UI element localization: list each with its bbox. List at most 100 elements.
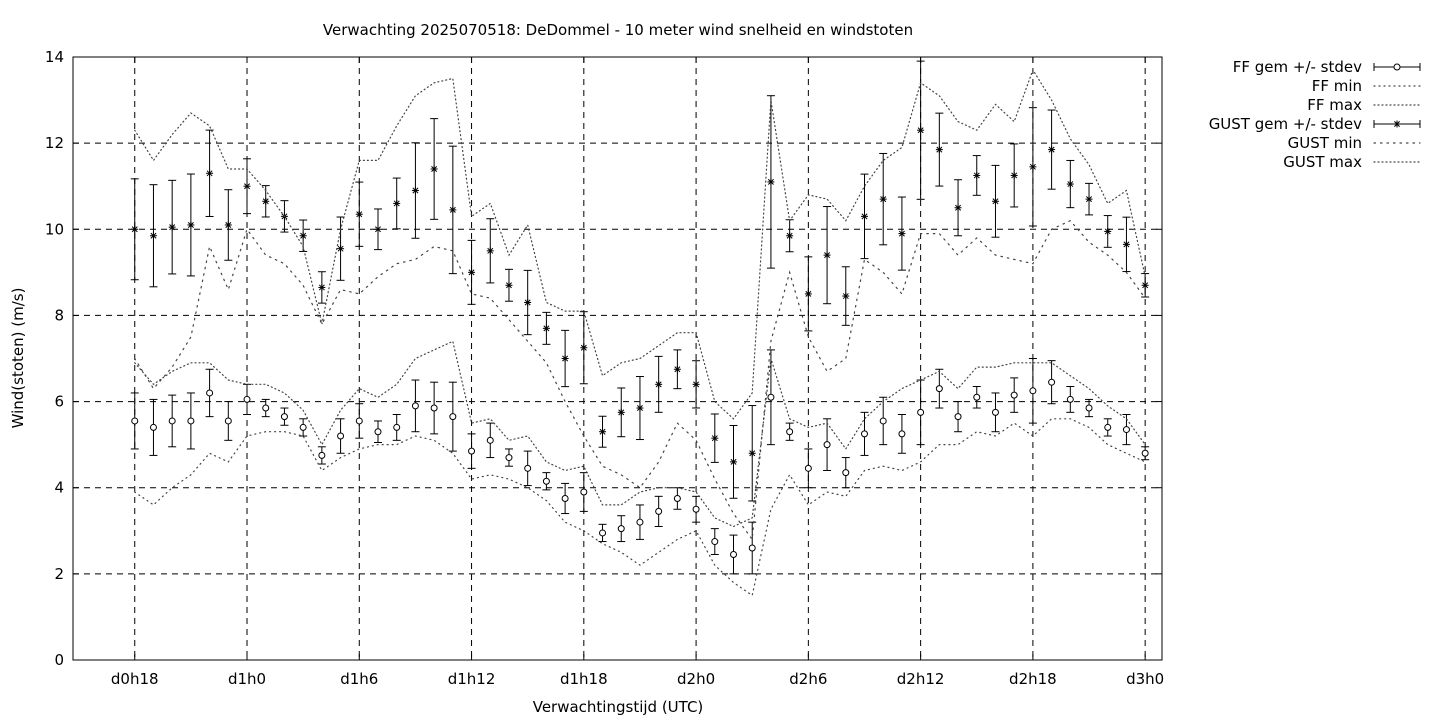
data-point (337, 245, 344, 252)
data-point (262, 404, 270, 412)
data-point (655, 507, 663, 515)
y-tick-label: 6 (54, 393, 64, 411)
legend-label: GUST max (1283, 153, 1362, 171)
data-point (936, 146, 943, 153)
data-point (823, 441, 831, 449)
x-tick-label: d1h6 (340, 670, 378, 688)
data-point (692, 505, 700, 513)
data-point (505, 454, 513, 462)
x-axis-label: Verwachtingstijd (UTC) (533, 698, 704, 716)
data-point (375, 226, 381, 233)
y-axis-label: Wind(stoten) (m/s) (9, 288, 27, 429)
data-point (1048, 378, 1056, 386)
data-point (262, 198, 269, 205)
data-point (524, 299, 531, 306)
legend-label: FF min (1312, 77, 1362, 95)
data-point (449, 206, 456, 213)
data-point (280, 413, 288, 421)
x-tick-label: d2h0 (677, 670, 715, 688)
data-point (1029, 163, 1036, 170)
data-point (224, 417, 232, 425)
data-point (992, 198, 999, 205)
chart-title: Verwachting 2025070518: DeDommel - 10 me… (323, 21, 913, 39)
data-point (505, 282, 512, 289)
data-point (543, 325, 550, 332)
data-point (131, 417, 139, 425)
data-point (824, 252, 831, 259)
series-ff-gem-stdev (130, 349, 1150, 575)
data-point (524, 464, 532, 472)
data-point (1142, 282, 1149, 289)
x-axis: d0h18 d1h0 d1h6 d1h12 d1h18 d2h0 d2h6 d2h12 d2h1… (111, 57, 1164, 688)
data-point (431, 166, 438, 172)
data-point (749, 450, 756, 457)
data-point (486, 436, 494, 444)
data-point (861, 213, 868, 220)
data-point (1123, 241, 1130, 248)
x-tick-label: d1h12 (448, 670, 496, 688)
series-gust-gem-stdev (130, 60, 1150, 502)
data-point (300, 232, 307, 239)
x-tick-label: d1h0 (228, 670, 266, 688)
y-tick-label: 14 (45, 48, 64, 66)
plot-frame (72, 56, 1163, 661)
legend-label: GUST min (1288, 134, 1362, 152)
data-point (618, 409, 625, 416)
data-point (748, 544, 756, 552)
data-point (674, 366, 681, 373)
data-point (955, 204, 962, 211)
data-point (580, 488, 588, 496)
series-line (134, 418, 1146, 597)
data-point (636, 518, 644, 526)
data-point (337, 432, 345, 440)
data-point (561, 494, 569, 502)
data-point (655, 381, 662, 388)
data-point (673, 494, 681, 502)
legend-marker (1394, 121, 1400, 127)
data-point (805, 290, 812, 297)
data-point (1066, 395, 1074, 403)
grid (73, 57, 1162, 660)
data-point (318, 451, 326, 459)
x-tick-label: d2h12 (897, 670, 945, 688)
series-line (134, 219, 1146, 542)
data-point (299, 423, 307, 431)
series-gust-max (134, 68, 1146, 420)
y-tick-label: 0 (54, 651, 64, 669)
data-point (449, 413, 457, 421)
y-tick-label: 4 (54, 479, 64, 497)
data-point (225, 222, 232, 228)
series-line (134, 68, 1146, 420)
data-point (580, 344, 587, 351)
x-tick-label: d3h0 (1126, 670, 1164, 688)
data-point (243, 395, 251, 403)
data-point (730, 458, 737, 465)
data-point (880, 196, 887, 203)
data-point (168, 417, 176, 425)
data-point (767, 393, 775, 401)
series-line (134, 340, 1146, 528)
data-point (131, 226, 138, 233)
data-point (150, 232, 157, 239)
data-point (542, 477, 550, 485)
data-point (187, 417, 195, 425)
x-tick-label: d1h18 (560, 670, 608, 688)
data-point (786, 232, 793, 239)
plot-area (130, 60, 1150, 597)
data-point (468, 447, 476, 455)
data-point (1085, 404, 1093, 412)
data-point (355, 417, 363, 425)
data-point (973, 393, 981, 401)
data-point (693, 381, 700, 388)
series-ff-max (134, 340, 1146, 528)
y-tick-label: 2 (54, 565, 64, 583)
data-point (804, 464, 812, 472)
data-point (711, 435, 718, 442)
data-point (786, 428, 794, 436)
data-point (487, 247, 494, 254)
x-tick-label: d2h18 (1009, 670, 1057, 688)
series-gust-min (134, 219, 1146, 542)
data-point (1048, 146, 1055, 153)
